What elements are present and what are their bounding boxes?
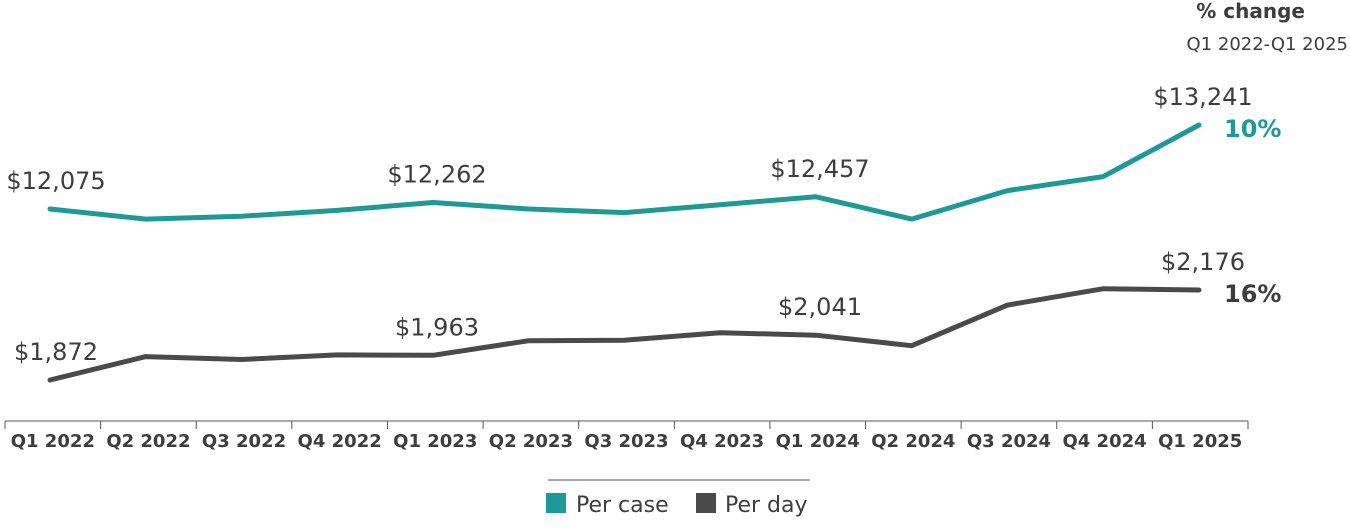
data-label: $12,262 <box>387 161 486 189</box>
legend-label-per-day: Per day <box>725 493 808 518</box>
series-line-per-day <box>47 286 1202 383</box>
data-label: $2,176 <box>1161 248 1245 276</box>
legend: Per case Per day <box>546 479 810 518</box>
legend-label-per-case: Per case <box>576 493 669 518</box>
data-label: $1,963 <box>395 313 479 341</box>
percent-change-panel: % change Q1 2022-Q1 2025 10% 16% <box>1187 0 1348 308</box>
data-label: $12,075 <box>6 167 105 195</box>
x-tick-label: Q2 2022 <box>106 431 190 452</box>
percent-change-period: Q1 2022-Q1 2025 <box>1187 34 1348 55</box>
series-line-per-case <box>47 122 1202 222</box>
x-axis: Q1 2022 Q2 2022 Q3 2022 Q4 2022 Q1 2023 Q2 20… <box>4 420 1249 452</box>
data-label: $12,457 <box>770 155 869 183</box>
percent-change-value: 16% <box>1224 280 1281 308</box>
data-label: $2,041 <box>778 293 862 321</box>
percent-change-header: % change <box>1196 0 1305 23</box>
data-label: $13,241 <box>1153 83 1252 111</box>
x-tick-label: Q3 2022 <box>202 431 286 452</box>
legend-swatch-per-case <box>546 493 566 513</box>
x-tick-label: Q1 2022 <box>11 431 95 452</box>
percent-change-value: 10% <box>1224 115 1281 143</box>
x-tick-label: Q4 2022 <box>298 431 382 452</box>
data-label: $1,872 <box>14 338 98 366</box>
x-tick-label: Q3 2024 <box>967 431 1051 452</box>
x-tick-label: Q1 2023 <box>393 431 477 452</box>
x-tick-label: Q1 2024 <box>776 431 860 452</box>
x-tick-label: Q2 2024 <box>871 431 955 452</box>
legend-swatch-per-day <box>696 493 716 513</box>
series-lines <box>47 122 1202 383</box>
x-tick-label: Q3 2023 <box>584 431 668 452</box>
x-tick-label: Q4 2023 <box>680 431 764 452</box>
x-tick-label: Q2 2023 <box>489 431 573 452</box>
data-labels: $12,075 $12,262 $12,457 $13,241 $1,872 $1,963… <box>6 83 1252 366</box>
x-tick-label: Q4 2024 <box>1062 431 1146 452</box>
x-tick-label: Q1 2025 <box>1158 431 1242 452</box>
